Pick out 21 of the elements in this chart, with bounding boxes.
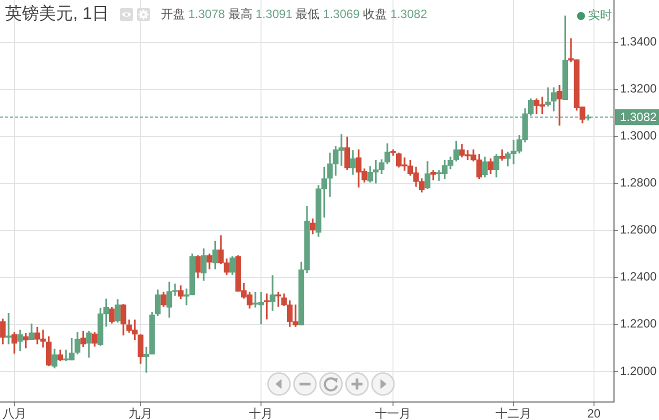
x-tick-label: 十月 (249, 406, 274, 420)
x-tick-label: 十二月 (496, 406, 532, 420)
candlestick (556, 85, 562, 126)
text: 开盘 1.3078 最高 1.3091 最低 1.3069 收盘 1.3082 (160, 7, 428, 21)
x-tick-label: 十一月 (375, 406, 412, 420)
y-tick-label: 1.2400 (620, 270, 658, 284)
candlestick (545, 87, 551, 107)
y-tick-label: 1.3200 (620, 82, 658, 96)
annotation: 实时 (588, 7, 612, 24)
y-tick-label: 1.3000 (620, 128, 658, 143)
y-tick-label: 1.2600 (620, 222, 658, 237)
y-tick-label: 1.3400 (620, 34, 658, 49)
x-tick-label: 20 (587, 406, 601, 420)
y-tick-label: 1.2200 (620, 316, 658, 331)
x-tick-label: 八月 (2, 406, 26, 420)
x-tick-label: 九月 (128, 406, 153, 420)
candlestick (270, 275, 276, 311)
y-tick-label: 1.2800 (620, 176, 658, 190)
chart-title: 英镑美元, 1日 (5, 3, 109, 25)
ref-line-label: 1.3082 (620, 110, 658, 124)
y-tick-label: 1.2000 (620, 364, 658, 378)
